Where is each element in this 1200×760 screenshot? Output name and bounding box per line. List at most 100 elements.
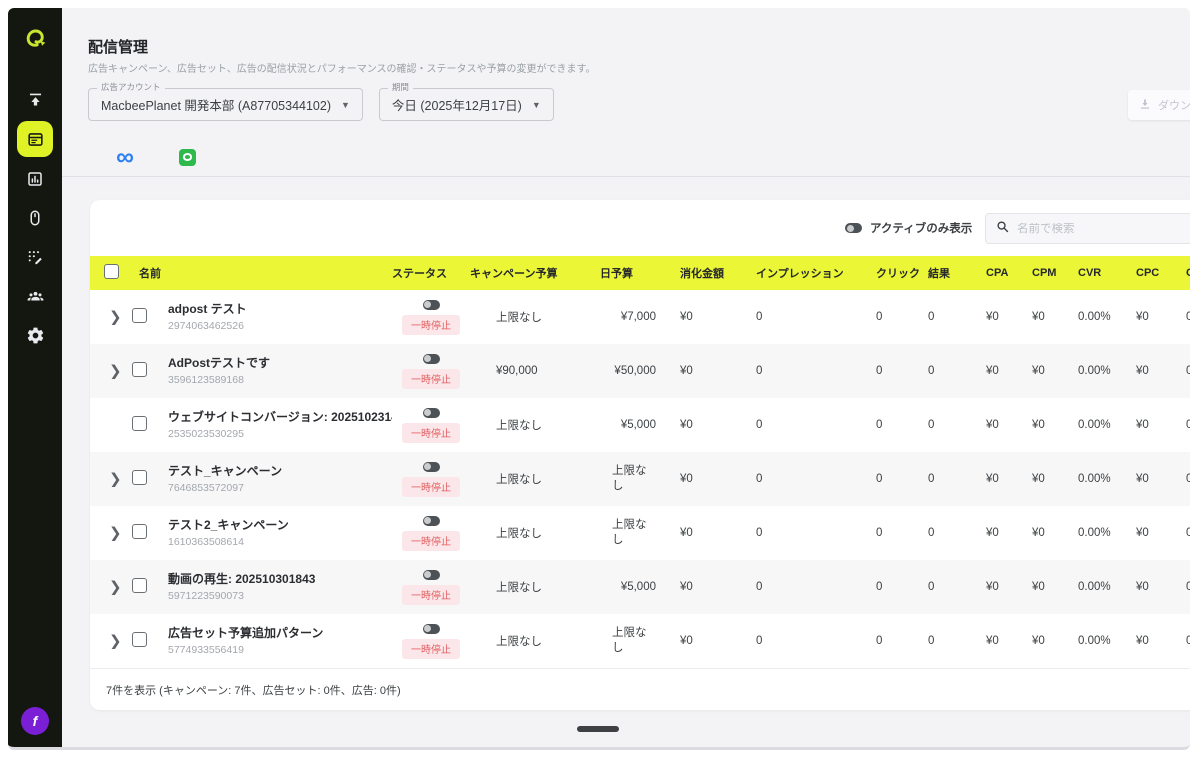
campaign-name[interactable]: ウェブサイトコンバージョン: 202510231437 [168, 410, 392, 424]
status-toggle[interactable] [422, 299, 440, 310]
cpm-value: ¥0 [1032, 365, 1045, 377]
cpm-value: ¥0 [1032, 419, 1045, 431]
active-only-toggle[interactable]: アクティブのみ表示 [845, 220, 972, 236]
expand-chevron[interactable]: ❯ [109, 579, 122, 595]
spend-value: ¥0 [680, 635, 693, 647]
sidebar-item-tracking[interactable] [17, 201, 53, 235]
sidebar-item-users[interactable] [17, 279, 53, 313]
column-header-daily-budget[interactable]: 日予算 [600, 268, 633, 280]
row-checkbox[interactable] [132, 524, 147, 539]
cpc-value: ¥0 [1136, 311, 1149, 323]
row-checkbox[interactable] [132, 362, 147, 377]
table-body: ❯ adpost テスト 2974063462526 一時停止 上限なし ¥7,… [90, 290, 1190, 668]
sidebar-item-settings[interactable] [17, 318, 53, 352]
status-toggle[interactable] [422, 569, 440, 580]
status-toggle[interactable] [422, 407, 440, 418]
daily-budget-value: 上限なし [612, 627, 647, 654]
results-value: 0 [928, 365, 935, 377]
daily-budget-value: 上限なし [612, 519, 647, 546]
cpc-value: ¥0 [1136, 365, 1149, 377]
column-header-cpm[interactable]: CPM [1032, 267, 1057, 279]
table-row[interactable]: ❯ テスト2_キャンペーン 1610363508614 一時停止 上限なし 上限… [90, 506, 1190, 560]
status-toggle[interactable] [422, 461, 440, 472]
ad-account-select[interactable]: 広告アカウント MacbeePlanet 開発本部 (A87705344102)… [88, 82, 363, 121]
column-header-clicks[interactable]: クリック [876, 268, 920, 280]
row-checkbox[interactable] [132, 578, 147, 593]
impressions-value: 0 [756, 365, 763, 377]
user-avatar[interactable]: f [21, 707, 49, 735]
column-header-status[interactable]: ステータス [392, 268, 447, 280]
cvr-value: 0.00% [1078, 419, 1111, 431]
campaign-name[interactable]: AdPostテストです [168, 356, 271, 370]
impressions-value: 0 [756, 473, 763, 485]
sidebar-item-publish[interactable] [17, 82, 53, 116]
clicks-value: 0 [876, 365, 883, 377]
tab-meta[interactable]: ∞ [94, 138, 156, 176]
ctr-value: 0.00% [1186, 635, 1190, 647]
column-header-name[interactable]: 名前 [139, 268, 161, 280]
column-header-cpc[interactable]: CPC [1136, 267, 1160, 279]
expand-chevron[interactable]: ❯ [109, 633, 122, 649]
column-header-cpa[interactable]: CPA [986, 267, 1009, 279]
expand-chevron[interactable]: ❯ [109, 525, 122, 541]
ctr-value: 0.00% [1186, 365, 1190, 377]
status-toggle[interactable] [422, 515, 440, 526]
column-header-results[interactable]: 結果 [928, 268, 950, 280]
status-toggle[interactable] [422, 623, 440, 634]
download-button[interactable]: ダウンロード [1128, 90, 1190, 120]
campaign-name[interactable]: 広告セット予算追加パターン [168, 626, 324, 640]
search-input[interactable] [1017, 222, 1190, 235]
campaign-name[interactable]: adpost テスト [168, 302, 247, 316]
campaign-budget-value: 上限なし [496, 582, 542, 594]
cpm-value: ¥0 [1032, 635, 1045, 647]
row-checkbox[interactable] [132, 308, 147, 323]
sidebar-item-delivery-management[interactable] [17, 121, 53, 157]
campaign-name[interactable]: 動画の再生: 202510301843 [168, 572, 316, 586]
ctr-value: 0.00% [1186, 581, 1190, 593]
campaign-id: 2974063462526 [168, 320, 244, 332]
table-toolbar: アクティブのみ表示 [90, 200, 1190, 256]
cpc-value: ¥0 [1136, 581, 1149, 593]
cpa-value: ¥0 [986, 419, 999, 431]
sidebar-item-report[interactable] [17, 162, 53, 196]
table-row[interactable]: ❯ ウェブサイトコンバージョン: 202510231437 2535023530… [90, 398, 1190, 452]
table-row[interactable]: ❯ 広告セット予算追加パターン 5774933556419 一時停止 上限なし … [90, 614, 1190, 668]
row-checkbox[interactable] [132, 632, 147, 647]
campaign-name[interactable]: テスト2_キャンペーン [168, 518, 289, 532]
column-header-ctr[interactable]: CTR [1186, 267, 1190, 279]
column-header-campaign-budget[interactable]: キャンペーン予算 [470, 268, 558, 280]
cpa-value: ¥0 [986, 527, 999, 539]
status-badge: 一時停止 [402, 584, 460, 605]
select-all-checkbox[interactable] [104, 264, 119, 279]
search-box [985, 213, 1190, 244]
sidebar-item-creative[interactable] [17, 240, 53, 274]
cpc-value: ¥0 [1136, 527, 1149, 539]
expand-chevron[interactable]: ❯ [109, 363, 122, 379]
row-checkbox[interactable] [132, 470, 147, 485]
column-header-cvr[interactable]: CVR [1078, 267, 1102, 279]
table-row[interactable]: ❯ adpost テスト 2974063462526 一時停止 上限なし ¥7,… [90, 290, 1190, 344]
main-area: 配信管理 広告キャンペーン、広告セット、広告の配信状況とパフォーマンスの確認・ス… [62, 8, 1190, 747]
expand-chevron[interactable]: ❯ [109, 309, 122, 325]
column-header-spend[interactable]: 消化金額 [680, 268, 724, 280]
spend-value: ¥0 [680, 419, 693, 431]
spend-value: ¥0 [680, 527, 693, 539]
tab-line[interactable] [156, 138, 218, 206]
expand-chevron[interactable]: ❯ [109, 471, 122, 487]
table-row[interactable]: ❯ AdPostテストです 3596123589168 一時停止 ¥90,000… [90, 344, 1190, 398]
column-header-impressions[interactable]: インプレッション [756, 268, 844, 280]
creative-grid-icon [26, 248, 44, 266]
page-title: 配信管理 [88, 39, 149, 56]
table-row[interactable]: ❯ 動画の再生: 202510301843 5971223590073 一時停止… [90, 560, 1190, 614]
campaign-name[interactable]: テスト_キャンペーン [168, 464, 283, 478]
tabs-divider [62, 176, 1190, 177]
cpa-value: ¥0 [986, 473, 999, 485]
meta-logo-icon: ∞ [116, 142, 134, 171]
campaign-id: 3596123589168 [168, 374, 244, 386]
table-row[interactable]: ❯ テスト_キャンペーン 7646853572097 一時停止 上限なし 上限な… [90, 452, 1190, 506]
status-toggle[interactable] [422, 353, 440, 364]
results-value: 0 [928, 527, 935, 539]
period-select[interactable]: 期間 今日 (2025年12月17日) ▼ [378, 82, 554, 121]
row-checkbox[interactable] [132, 416, 147, 431]
horizontal-scrollbar-thumb[interactable] [577, 726, 619, 732]
